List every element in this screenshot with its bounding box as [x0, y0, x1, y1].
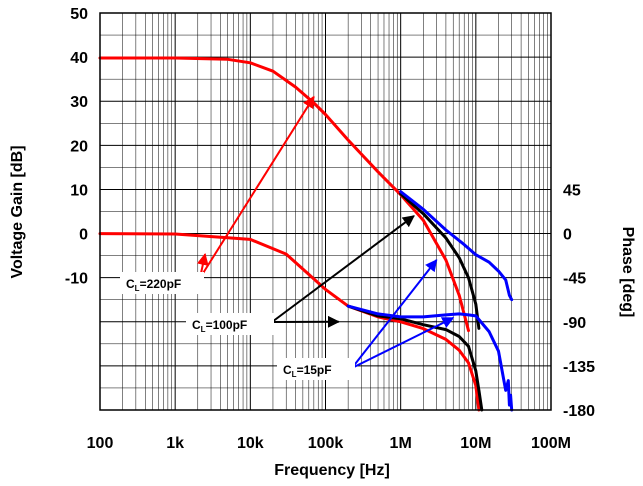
annotation-arrows [196, 95, 455, 369]
y-left-tick-label: 50 [70, 6, 88, 23]
y-axis-left-title: Voltage Gain [dB] [9, 145, 26, 278]
annotation-cl-15pf: CL=15pF [277, 358, 355, 380]
series-line-5 [346, 304, 514, 412]
annotation-arrow [351, 316, 455, 369]
y-right-tick-label: 0 [563, 227, 572, 244]
y-right-tick-label: -135 [563, 359, 595, 376]
tick-labels: 100 1k 10k 100k 1M 10M 100M50403020100-10450-4… [65, 6, 595, 452]
series-line-4 [346, 304, 484, 412]
y-left-tick-label: 0 [79, 227, 88, 244]
annotation-arrow [199, 95, 315, 279]
annotation-cl-220pf: CL=220pF [120, 272, 204, 294]
series-line-2 [399, 190, 514, 302]
y-axis-right-title: Phase [deg] [619, 227, 636, 318]
x-tick-label: 100M [531, 435, 571, 452]
y-right-tick-label: -90 [563, 315, 586, 332]
y-left-tick-label: 10 [70, 182, 88, 199]
y-left-tick-label: 20 [70, 138, 88, 155]
x-tick-label: 100k [308, 435, 344, 452]
annotation-cl-100pf: CL=100pF [186, 313, 274, 335]
annotation-cl-100pf-text: CL=100pF [192, 318, 247, 334]
y-right-tick-label: -180 [563, 403, 595, 420]
x-tick-label: 100 [87, 435, 114, 452]
annotation-cl-220pf-text: CL=220pF [126, 277, 181, 293]
y-right-tick-label: -45 [563, 271, 586, 288]
series-line-0 [98, 56, 470, 333]
y-left-tick-label: -10 [65, 271, 88, 288]
y-left-tick-label: 40 [70, 50, 88, 67]
plot-frame [99, 12, 552, 411]
x-axis-title: Frequency [Hz] [274, 462, 390, 479]
annotation-arrow [351, 259, 438, 369]
y-right-tick-label: 45 [563, 182, 581, 199]
annotation-cl-15pf-text: CL=15pF [283, 363, 332, 379]
series-line-1 [399, 192, 481, 330]
y-left-tick-label: 30 [70, 94, 88, 111]
grid [99, 12, 551, 411]
annotation-arrow [271, 215, 415, 323]
x-tick-label: 10M [460, 435, 491, 452]
x-tick-label: 1M [390, 435, 412, 452]
x-tick-label: 1k [166, 435, 184, 452]
x-tick-label: 10k [237, 435, 264, 452]
